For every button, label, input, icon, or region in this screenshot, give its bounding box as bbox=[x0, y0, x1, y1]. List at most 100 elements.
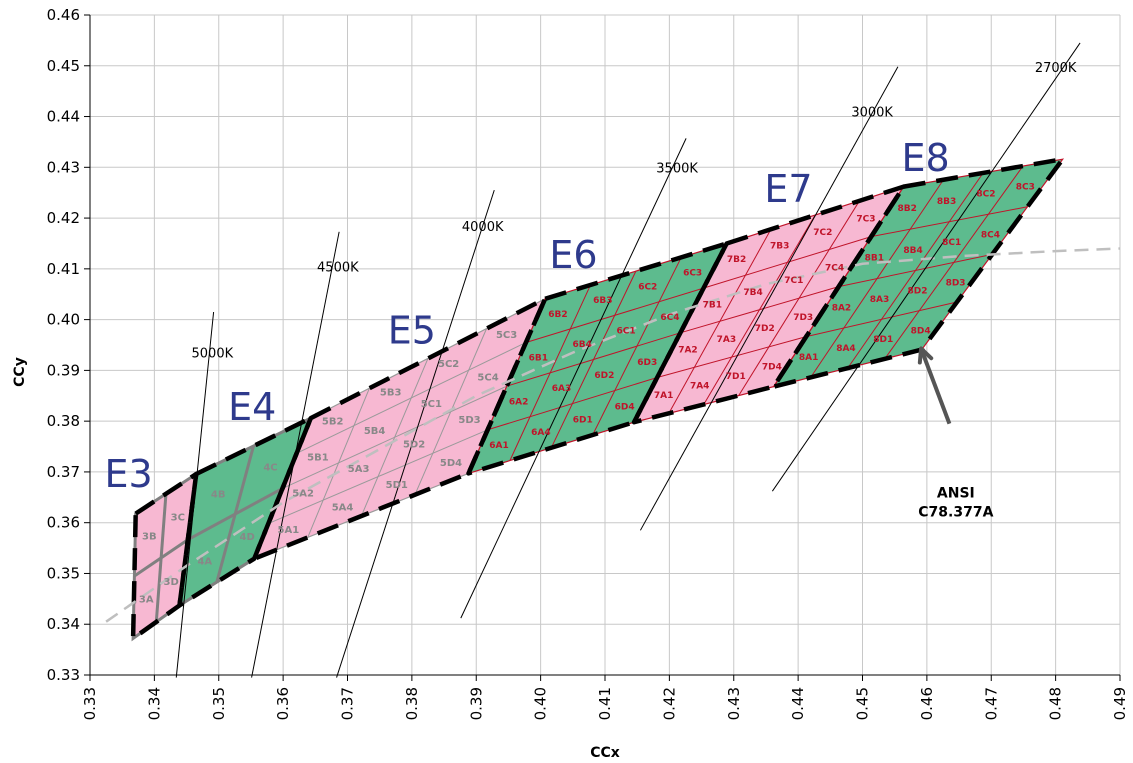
y-tick-label: 0.35 bbox=[47, 564, 80, 582]
bin-label: 5D1 bbox=[386, 480, 408, 491]
bin-label: 7D4 bbox=[762, 362, 782, 372]
ansi-label-line2: C78.377A bbox=[918, 504, 993, 520]
x-tick-label: 0.35 bbox=[210, 687, 228, 720]
bin-label: 6B2 bbox=[548, 310, 567, 320]
bin-label: 6C2 bbox=[638, 282, 657, 292]
x-tick-label: 0.47 bbox=[982, 687, 1000, 720]
bin-label: 5B3 bbox=[380, 388, 402, 399]
planckian-line bbox=[105, 247, 1121, 623]
x-tick-label: 0.37 bbox=[339, 687, 357, 720]
x-tick-label: 0.34 bbox=[145, 687, 163, 720]
y-tick-label: 0.43 bbox=[47, 158, 80, 176]
y-tick-label: 0.38 bbox=[47, 412, 80, 430]
bin-divider bbox=[592, 257, 682, 436]
zone-border-e5 bbox=[251, 296, 548, 561]
x-tick-label: 0.42 bbox=[660, 687, 678, 720]
zone-borders bbox=[130, 156, 1065, 641]
y-axis-title: CCy bbox=[12, 357, 28, 387]
bin-label: 8A2 bbox=[832, 303, 852, 313]
bin-label: 5A1 bbox=[278, 525, 300, 536]
bin-divider bbox=[187, 487, 284, 542]
bin-label: 8C2 bbox=[976, 190, 995, 200]
bin-divider bbox=[884, 165, 1024, 360]
ansi-arrow-head bbox=[917, 346, 934, 365]
y-tick-label: 0.46 bbox=[47, 6, 80, 24]
isotherm-label: 4500K bbox=[317, 260, 359, 275]
bin-label: 7A3 bbox=[717, 335, 737, 345]
bin-label: 5A3 bbox=[348, 464, 370, 475]
zone-label: E7 bbox=[764, 167, 812, 211]
bin-label: 7C4 bbox=[825, 264, 844, 274]
isotherm-label: 5000K bbox=[192, 347, 234, 362]
bin-label: 8C1 bbox=[942, 238, 961, 248]
x-tick-label: 0.44 bbox=[789, 687, 807, 720]
bin-label: 8B3 bbox=[937, 197, 956, 207]
bin-label: 6D3 bbox=[637, 358, 657, 368]
ansi-label-line1: ANSI bbox=[937, 485, 975, 501]
bin-label: 6D4 bbox=[615, 402, 635, 412]
bin-label: 8D3 bbox=[946, 278, 966, 288]
y-tick-label: 0.39 bbox=[47, 361, 80, 379]
bin-label: 8A3 bbox=[870, 295, 890, 305]
x-tick-label: 0.36 bbox=[274, 687, 292, 720]
y-tick-label: 0.40 bbox=[47, 311, 80, 329]
bin-label: 7A1 bbox=[654, 391, 674, 401]
bin-label: 6B4 bbox=[573, 340, 592, 350]
isotherm-label: 3500K bbox=[656, 161, 698, 176]
bin-label: 5A4 bbox=[332, 503, 354, 514]
y-tick-label: 0.45 bbox=[47, 57, 80, 75]
bin-label: 5B4 bbox=[364, 426, 386, 437]
bin-label: 8C4 bbox=[981, 230, 1000, 240]
bin-label: 7D2 bbox=[755, 324, 775, 334]
zone-border-e4 bbox=[177, 415, 314, 608]
y-tick-label: 0.34 bbox=[47, 615, 80, 633]
x-tick-label: 0.45 bbox=[854, 687, 872, 720]
bin-label: 6D2 bbox=[594, 371, 614, 381]
ansi-arrow-shaft bbox=[919, 347, 952, 425]
bin-label: 3B bbox=[142, 531, 157, 542]
bin-label: 7B2 bbox=[727, 255, 746, 265]
isotherm-line bbox=[771, 42, 1081, 492]
zone-fill-e8 bbox=[773, 159, 1063, 387]
y-tick-label: 0.42 bbox=[47, 209, 80, 227]
bin-label: 6C4 bbox=[660, 313, 679, 323]
bin-label: 6A1 bbox=[489, 441, 509, 451]
zone-border-e7 bbox=[631, 184, 906, 425]
bin-label: 4D bbox=[240, 532, 255, 543]
bin-divider bbox=[282, 385, 508, 489]
bin-label: 8A4 bbox=[836, 344, 856, 354]
bin-divider bbox=[680, 286, 839, 334]
bin-divider bbox=[806, 301, 958, 338]
bin-label: 3C bbox=[171, 512, 185, 523]
bin-label: 7C1 bbox=[784, 276, 803, 286]
bin-divider bbox=[657, 336, 807, 378]
bin-label: 7D3 bbox=[793, 313, 813, 323]
bin-label: 5D4 bbox=[440, 458, 462, 469]
isotherm-line bbox=[251, 231, 340, 678]
bin-label: 4B bbox=[211, 489, 226, 500]
bin-label: 7D1 bbox=[726, 372, 746, 382]
y-tick-label: 0.44 bbox=[47, 108, 80, 126]
bin-labels: 3A 3B 3C 3D 4A 4B 4C 4D 5A1 5A2 5A3 5A4 5B1 5B2 5B3 5B4… bbox=[139, 183, 1035, 606]
x-tick-label: 0.43 bbox=[725, 687, 743, 720]
bin-label: 5B1 bbox=[307, 453, 329, 464]
isotherm-line bbox=[336, 189, 495, 678]
bin-label: 5D3 bbox=[458, 415, 480, 426]
y-tick-label: 0.36 bbox=[47, 514, 80, 532]
bin-label: 8A1 bbox=[799, 353, 819, 363]
bin-label: 8B1 bbox=[865, 254, 884, 264]
zone-fill-e5 bbox=[254, 298, 546, 559]
bin-label: 6A3 bbox=[552, 384, 572, 394]
planckian-locus bbox=[105, 247, 1121, 623]
x-tick-label: 0.46 bbox=[918, 687, 936, 720]
bin-divider bbox=[738, 200, 860, 396]
bin-divider bbox=[838, 253, 993, 288]
bin-label: 8B4 bbox=[903, 246, 922, 256]
bin-divider bbox=[133, 538, 189, 578]
bin-label: 6C1 bbox=[617, 327, 636, 337]
y-tick-label: 0.37 bbox=[47, 463, 80, 481]
x-tick-label: 0.41 bbox=[596, 687, 614, 720]
bin-label: 5D2 bbox=[403, 440, 425, 451]
bin-label: 7C3 bbox=[856, 214, 875, 224]
